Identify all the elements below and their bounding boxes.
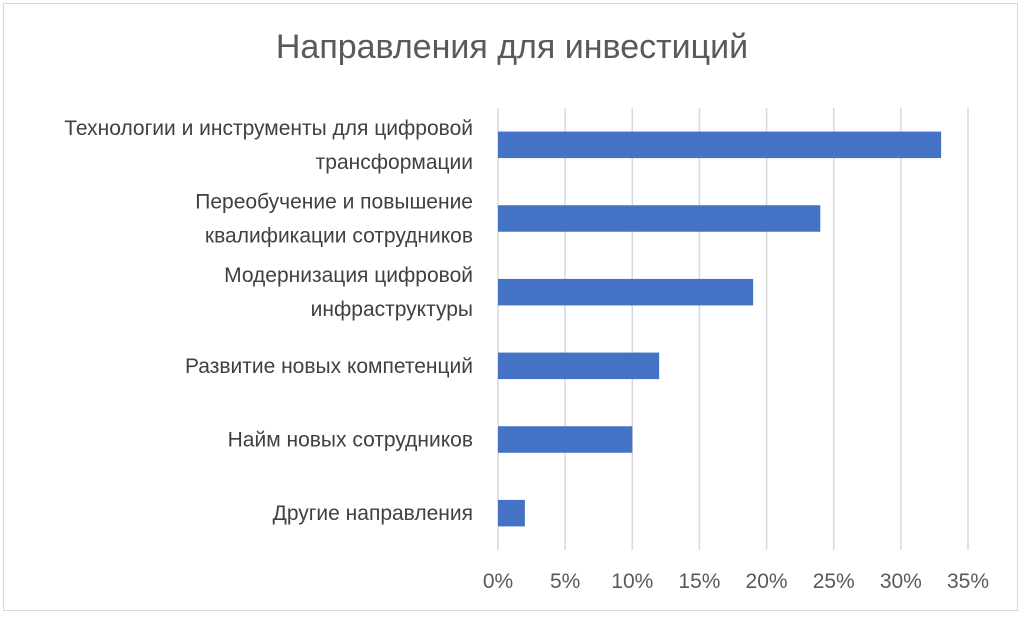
x-tick-label: 15%: [678, 570, 720, 593]
bar: [498, 426, 633, 453]
gridlines: [497, 108, 969, 550]
x-tick-label: 0%: [483, 570, 513, 593]
bars: [498, 131, 942, 527]
category-label: Найм новых сотрудников: [228, 429, 473, 452]
category-label: Развитие новых компетенций: [185, 355, 473, 378]
category-label: инфраструктуры: [311, 298, 473, 321]
category-label: Другие направления: [273, 502, 473, 525]
bar: [498, 205, 821, 232]
bar: [498, 131, 942, 159]
x-tick-label: 20%: [746, 570, 788, 593]
category-label: Переобучение и повышение: [195, 191, 473, 214]
x-tick-labels: 0% 5% 10% 15% 20% 25% 30% 35%: [483, 570, 989, 593]
x-tick-label: 5%: [550, 570, 580, 593]
x-tick-label: 10%: [611, 570, 653, 593]
category-labels: Технологии и инструменты для цифровой тра…: [64, 117, 473, 525]
category-label: квалификации сотрудников: [205, 225, 473, 248]
x-tick-label: 35%: [947, 570, 989, 593]
x-tick-label: 30%: [880, 570, 922, 593]
bar: [498, 499, 525, 527]
bar: [498, 278, 754, 306]
category-label: Модернизация цифровой: [224, 264, 473, 287]
chart-title: Направления для инвестиций: [276, 28, 748, 66]
x-tick-label: 25%: [813, 570, 855, 593]
category-label: Технологии и инструменты для цифровой: [64, 117, 473, 140]
category-label: трансформации: [316, 151, 473, 174]
bar: [498, 352, 660, 380]
